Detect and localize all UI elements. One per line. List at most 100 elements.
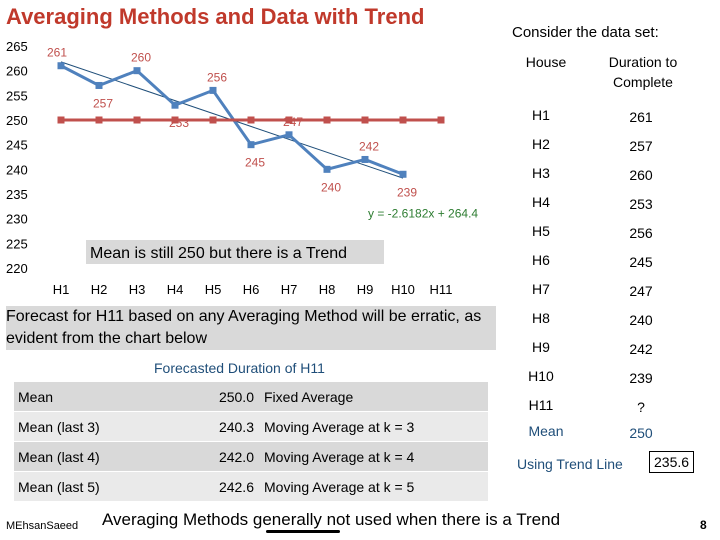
forecast-title: Forecasted Duration of H11 (154, 360, 325, 376)
x-tick-label: H10 (391, 282, 415, 297)
series-marker (323, 116, 331, 124)
duration-cell: 260 (629, 167, 653, 183)
house-cell: H9 (532, 339, 550, 355)
series-marker (323, 165, 331, 173)
duration-cell: 253 (629, 196, 653, 212)
series-marker (361, 116, 369, 124)
series-marker (95, 81, 103, 89)
x-tick-label: H3 (129, 282, 146, 297)
forecast-method: Mean (last 4) (14, 441, 202, 472)
annotation-box (86, 240, 384, 264)
forecast-description: Moving Average at k = 4 (260, 441, 488, 472)
slide-title: Averaging Methods and Data with Trend (6, 4, 425, 29)
series-marker (285, 116, 293, 124)
series-line (60, 64, 404, 176)
series-marker (247, 116, 255, 124)
data-label: 240 (321, 180, 341, 194)
data-label: 261 (47, 46, 67, 60)
duration-cell: 261 (629, 109, 653, 125)
house-cell: H8 (532, 310, 550, 326)
forecast-note: Forecast for H11 based on any Averaging … (6, 306, 496, 350)
forecast-value: 250.0 (202, 382, 260, 412)
y-tick-label: 245 (6, 138, 28, 153)
duration-cell: 257 (629, 138, 653, 154)
series-marker (361, 155, 369, 163)
y-tick-label: 265 (6, 39, 28, 54)
author-label: MEhsanSaeed (6, 520, 79, 532)
duration-header: Duration to Complete (608, 54, 678, 90)
forecast-row: Mean (last 3) 240.3 Moving Average at k … (14, 411, 488, 442)
mean-label: Mean (528, 423, 564, 439)
house-cell: H11 (528, 397, 554, 413)
duration-cell: 245 (629, 254, 653, 270)
series-marker (437, 116, 445, 124)
data-label: 245 (245, 156, 265, 170)
x-tick-label: H4 (167, 282, 184, 297)
duration-cell: 247 (629, 283, 653, 299)
series-marker (95, 116, 103, 124)
x-tick-label: H8 (319, 282, 336, 297)
house-cell: H3 (532, 165, 550, 181)
y-tick-label: 225 (6, 236, 28, 251)
forecast-value: 242.6 (202, 471, 260, 502)
x-tick-label: H6 (243, 282, 260, 297)
series-marker (57, 116, 65, 124)
duration-cell: ? (637, 399, 645, 415)
house-cell: H5 (532, 223, 550, 239)
duration-cell: 242 (629, 341, 653, 357)
data-label: 257 (93, 96, 113, 110)
forecast-method: Mean (14, 382, 202, 412)
data-label: 260 (131, 51, 151, 65)
series-marker (247, 141, 255, 149)
x-tick-label: H11 (430, 282, 453, 297)
house-cell: H6 (532, 252, 550, 268)
y-tick-label: 230 (6, 212, 28, 227)
forecast-row: Mean (last 4) 242.0 Moving Average at k … (14, 441, 488, 472)
series-marker (57, 62, 65, 70)
series-marker (171, 101, 179, 109)
y-tick-label: 220 (6, 261, 28, 276)
forecast-description: Fixed Average (260, 382, 488, 412)
series-marker (133, 67, 141, 75)
house-cell: H10 (528, 368, 554, 384)
duration-cell: 239 (629, 370, 653, 386)
series-marker (209, 116, 217, 124)
bottom-message: Averaging Methods generally not used whe… (102, 510, 561, 529)
forecast-description: Moving Average at k = 3 (260, 411, 488, 442)
forecast-row: Mean (last 5) 242.6 Moving Average at k … (14, 471, 488, 502)
forecast-table: Mean 250.0 Fixed Average Mean (last 3) 2… (14, 382, 488, 502)
series-marker (399, 170, 407, 178)
y-tick-label: 260 (6, 64, 28, 79)
duration-cell: 256 (629, 225, 653, 241)
forecast-value: 242.0 (202, 441, 260, 472)
series-marker (171, 116, 179, 124)
trend-line-label: Using Trend Line (517, 456, 623, 472)
y-tick-label: 235 (6, 187, 28, 202)
x-tick-label: H5 (205, 282, 222, 297)
series-marker (133, 116, 141, 124)
forecast-method: Mean (last 3) (14, 411, 202, 442)
y-tick-label: 250 (6, 113, 28, 128)
series-marker (285, 131, 293, 139)
forecast-value: 240.3 (202, 411, 260, 442)
x-tick-label: H9 (357, 282, 374, 297)
trend-line-value: 235.6 (649, 451, 695, 473)
consider-text: Consider the data set: (512, 24, 659, 41)
duration-cell: 240 (629, 312, 653, 328)
forecast-row: Mean 250.0 Fixed Average (14, 382, 488, 412)
x-tick-label: H1 (53, 282, 70, 297)
house-cell: H4 (532, 194, 550, 210)
forecast-method: Mean (last 5) (14, 471, 202, 502)
house-header: House (525, 54, 567, 70)
data-label: 239 (397, 185, 417, 199)
house-cell: H2 (532, 136, 550, 152)
y-tick-label: 255 (6, 88, 28, 103)
chart-annotation: Mean is still 250 but there is a Trend (90, 245, 347, 262)
series-marker (399, 116, 407, 124)
series-marker (209, 86, 217, 94)
data-label: 256 (207, 70, 227, 84)
mean-value: 250 (629, 425, 653, 441)
line-chart: 220 225 230 235 240 245 250 255 260 265 H1 H2 H3 H4 H5… (6, 39, 478, 297)
house-cell: H1 (532, 107, 550, 123)
forecast-description: Moving Average at k = 5 (260, 471, 488, 502)
